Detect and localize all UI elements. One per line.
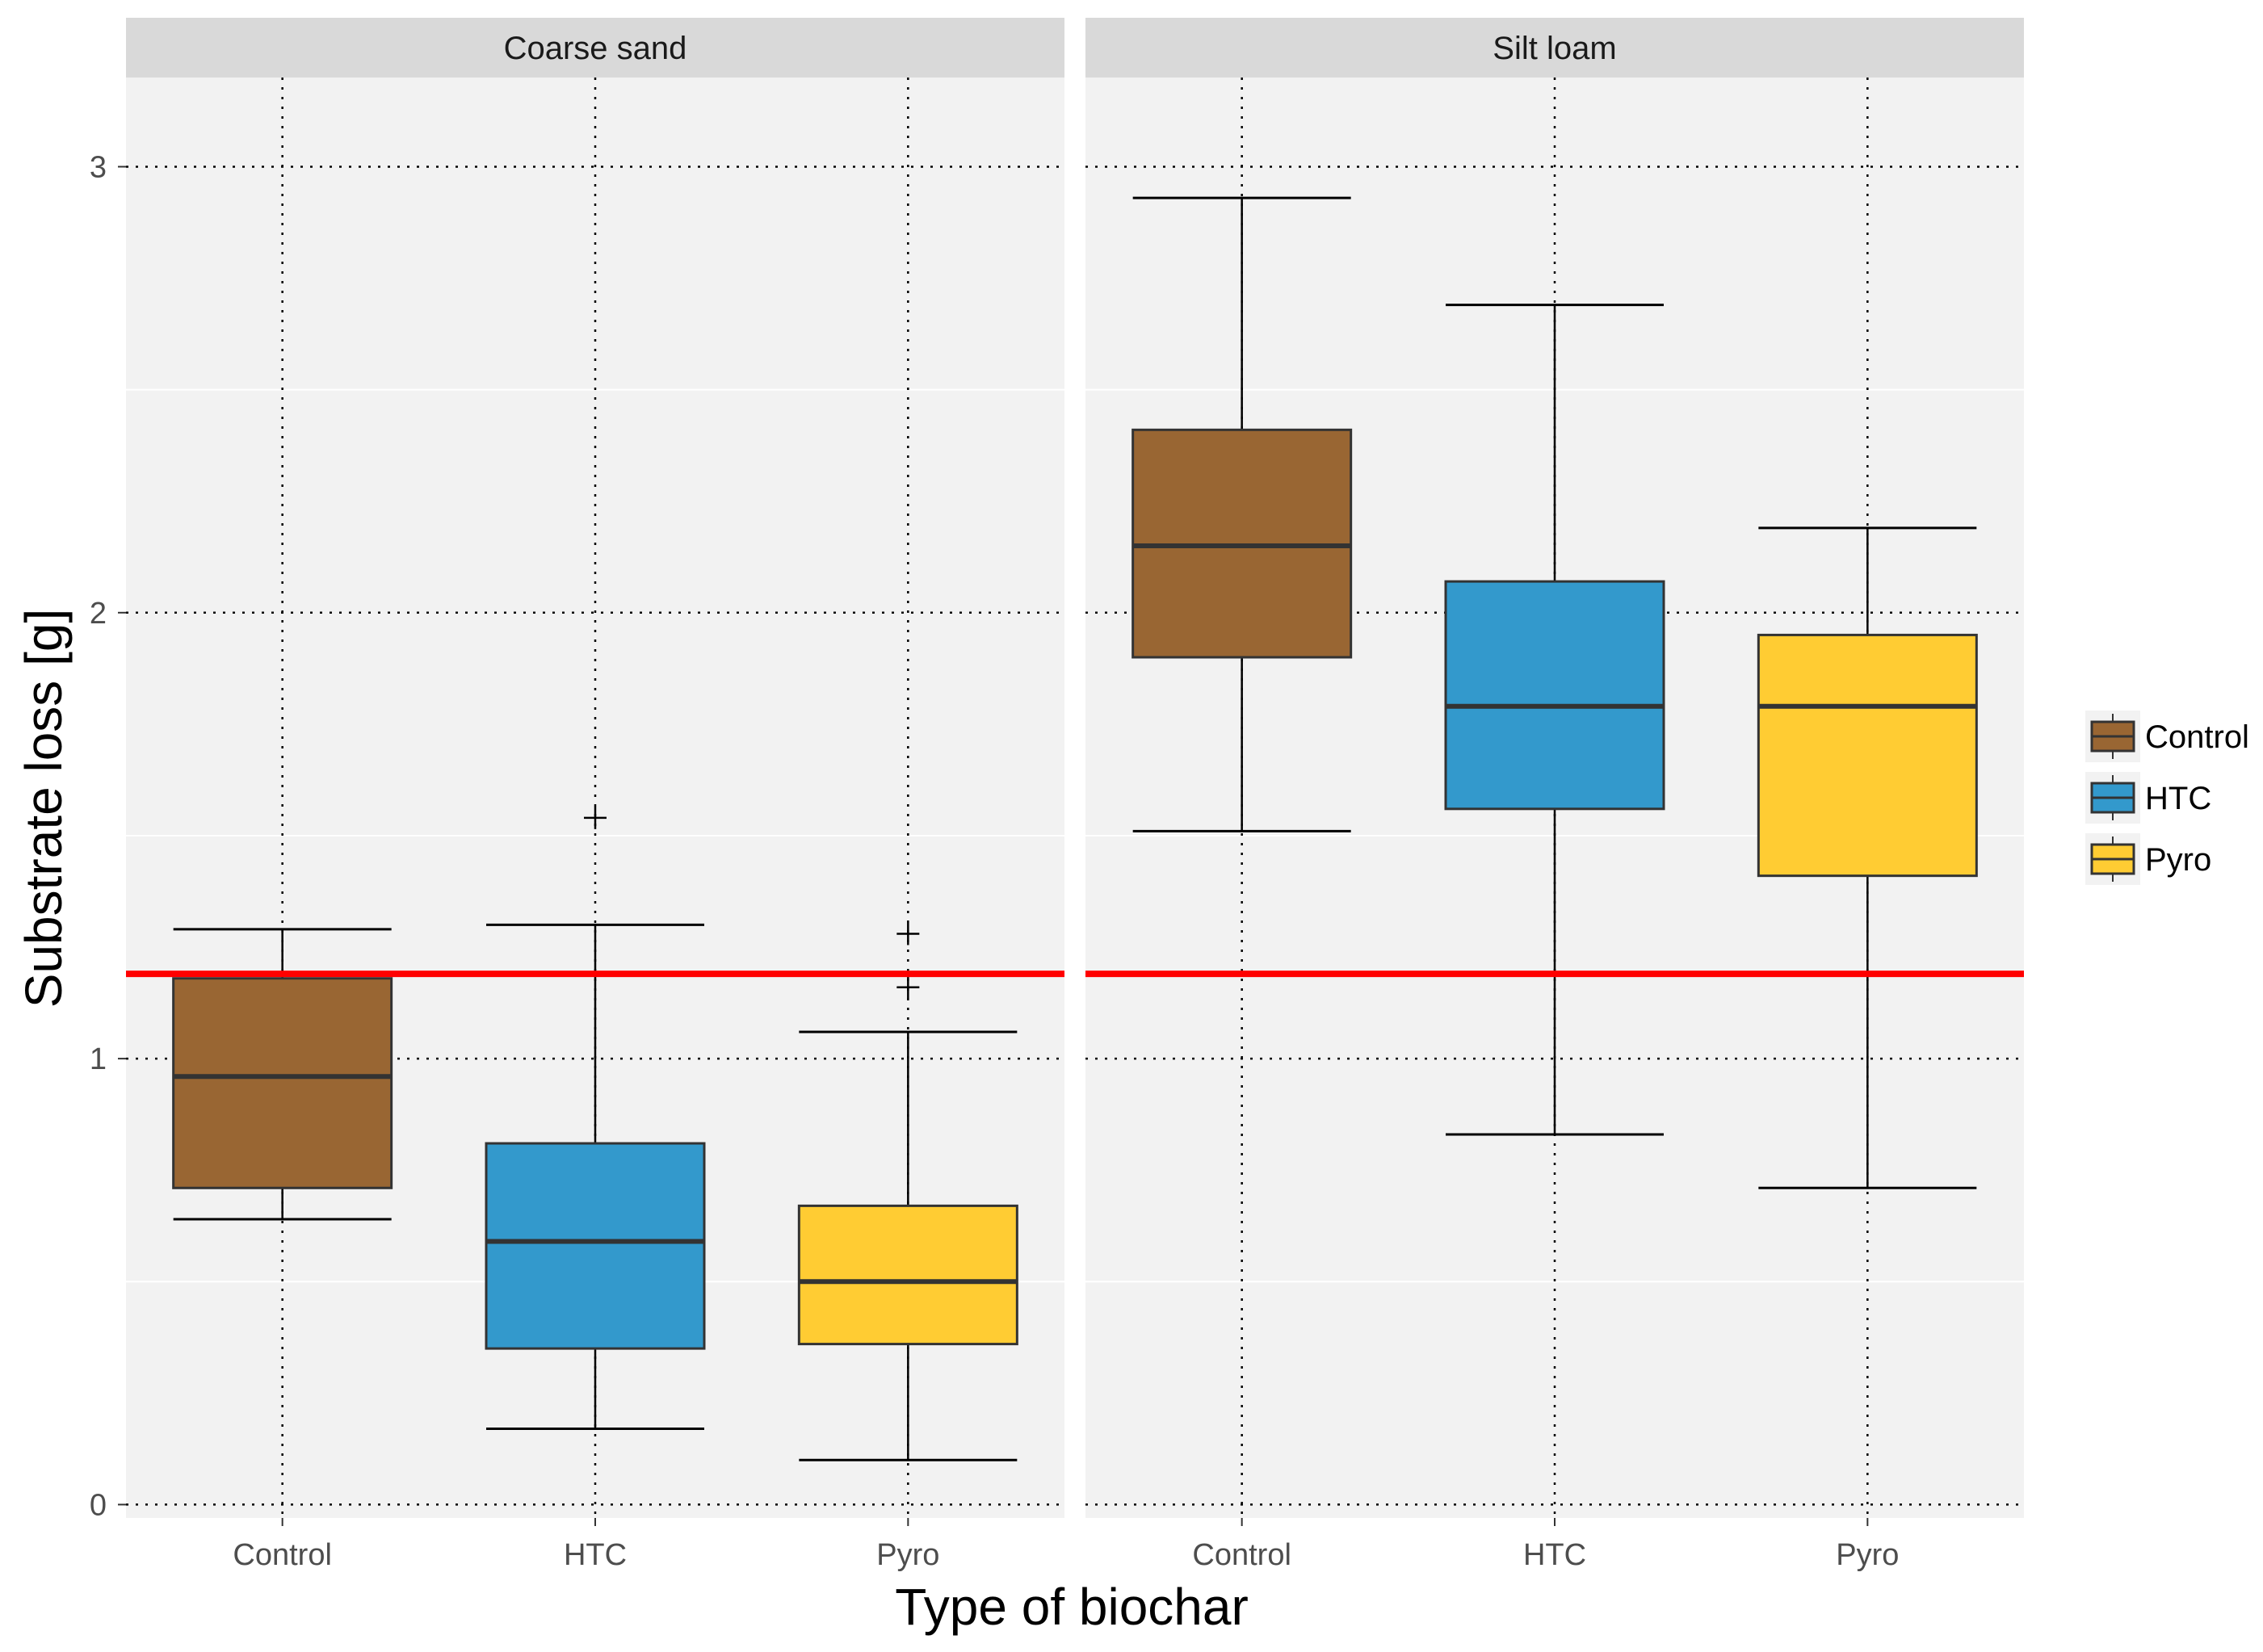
panel-silt-loam: Silt loam Control HTC Pyro (1085, 18, 2024, 1572)
y-tick-label: 1 (90, 1042, 107, 1076)
outlier-point (896, 922, 920, 945)
y-tick-label: 0 (90, 1488, 107, 1522)
outlier-point (584, 806, 607, 829)
box-coarse-sand-htc (485, 806, 706, 1431)
x-tick-label: Control (1192, 1538, 1291, 1572)
legend-label: Control (2145, 719, 2249, 755)
box-body (172, 977, 393, 1189)
x-tick-label: HTC (1523, 1538, 1586, 1572)
panel-strip-silt-loam (1085, 18, 2024, 78)
box-body (1757, 633, 1978, 878)
x-tick-label: Pyro (876, 1538, 939, 1572)
box-body (1444, 580, 1665, 811)
box-coarse-sand-control (172, 928, 393, 1221)
box-coarse-sand-pyro (797, 922, 1018, 1461)
panel-title-coarse-sand: Coarse sand (504, 31, 687, 66)
legend-label: HTC (2145, 781, 2211, 816)
box-silt-loam-pyro (1757, 526, 1978, 1189)
x-tick-label: HTC (564, 1538, 627, 1572)
panel-coarse-sand: Coarse sand Control HTC Pyro (126, 18, 1064, 1572)
y-axis-title: Substrate loss [g] (15, 609, 73, 1008)
x-axis-title: Type of biochar (895, 1578, 1249, 1636)
panel-title-silt-loam: Silt loam (1493, 31, 1616, 66)
legend-label: Pyro (2145, 842, 2211, 878)
x-tick-label: Pyro (1836, 1538, 1899, 1572)
y-tick-label: 2 (90, 597, 107, 631)
outlier-point (896, 975, 920, 999)
box-silt-loam-control (1132, 196, 1353, 832)
box-silt-loam-htc (1444, 304, 1665, 1136)
legend-item-control: Control (2085, 711, 2249, 762)
legend-item-pyro: Pyro (2085, 833, 2211, 885)
legend-item-htc: HTC (2085, 772, 2211, 824)
x-tick-label: Control (233, 1538, 332, 1572)
legend: Control HTC Pyro (2085, 711, 2249, 885)
box-body (797, 1204, 1018, 1346)
box-body (485, 1142, 706, 1350)
panel-strip-coarse-sand (126, 18, 1064, 78)
y-tick-label: 3 (90, 150, 107, 184)
